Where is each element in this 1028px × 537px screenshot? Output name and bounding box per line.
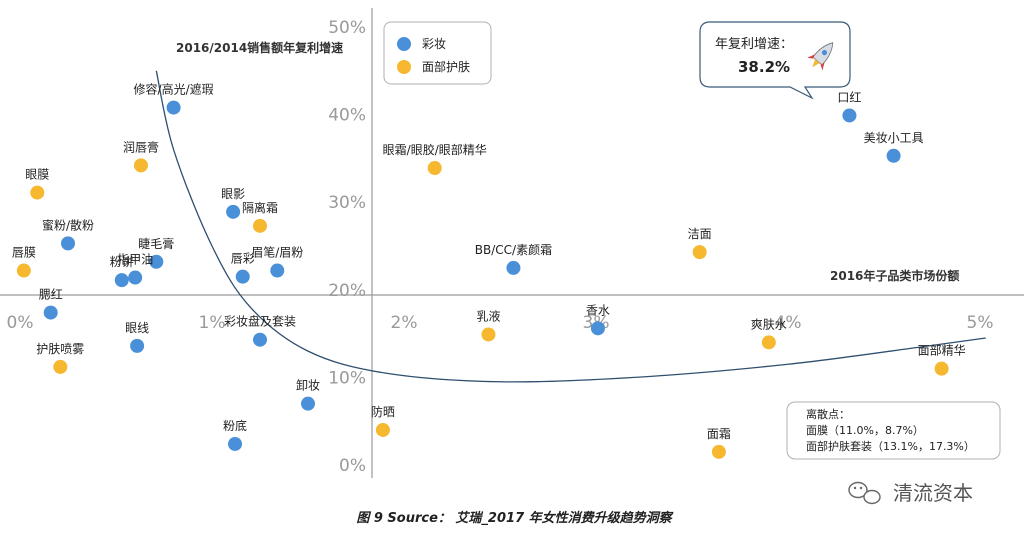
outlier-line-2: 面部护肤套装（13.1%，17.3%） [806,439,975,453]
callout-value: 38.2% [738,58,790,76]
data-point [375,422,390,437]
watermark: 清流资本 [848,481,973,505]
data-point [886,148,901,163]
data-point [130,338,145,353]
data-point [934,361,949,376]
data-label: 粉饼 [110,255,134,269]
data-point [53,359,68,374]
growth-callout: 年复利增速： 38.2% [699,21,851,100]
figure-caption: 图 9 Source： 艾瑞_2017 年女性消费升级趋势洞察 [356,510,673,526]
data-point [133,158,148,173]
data-point [30,185,45,200]
data-point [149,254,164,269]
x-tick-label: 2% [391,313,418,333]
data-point [711,444,726,459]
data-label: 睫毛膏 [138,236,174,251]
data-point [114,273,129,288]
y-tick-labels: 0% 10% 20% 30% 40% 50% [328,18,366,476]
data-point [235,269,250,284]
data-label: 隔离霜 [242,200,278,215]
data-point [166,100,181,115]
data-label: 乳液 [476,308,500,323]
legend: 彩妆 面部护肤 [383,21,492,85]
data-label: 护肤喷雾 [36,341,84,356]
x-tick-label: 1% [199,313,226,333]
y-tick-label: 30% [328,193,366,213]
y-tick-label: 20% [328,281,366,301]
data-point [481,327,496,342]
x-tick-label: 5% [967,313,994,333]
data-point [43,305,58,320]
data-label: 香水 [586,303,610,317]
data-point [228,436,243,451]
y-tick-label: 40% [328,106,366,126]
legend-marker-skincare [397,60,411,74]
x-tick-label: 4% [775,313,802,333]
rocket-icon [807,42,834,71]
data-label: 防晒 [371,404,395,419]
data-label: 面霜 [707,427,731,441]
data-point [301,396,315,411]
data-label: 彩妆盘及套装 [224,314,296,329]
legend-marker-makeup [397,37,411,51]
watermark-text: 清流资本 [893,481,973,505]
data-point [270,263,285,278]
data-label: 指甲油 [117,252,153,267]
data-point [761,335,776,350]
data-label: 眼膜 [25,168,49,182]
callout-title: 年复利增速： [715,37,793,52]
outlier-line-1: 面膜（11.0%，8.7%） [806,424,924,437]
data-label: 卸妆 [296,378,320,393]
y-tick-label: 0% [339,456,366,476]
outlier-note: 离散点： 面膜（11.0%，8.7%） 面部护肤套装（13.1%，17.3%） [786,401,1001,460]
data-label: 蜜粉/散粉 [42,217,94,232]
x-axis-title: 2016年子品类市场份额 [830,268,959,283]
trend-curve [155,70,986,383]
data-point [692,245,707,260]
legend-label-skincare: 面部护肤 [422,59,470,74]
data-label: 唇膜 [12,246,36,260]
legend-label-makeup: 彩妆 [422,37,446,51]
data-point [16,263,31,278]
data-label: BB/CC/素颜霜 [475,242,552,257]
data-label: 眼线 [125,321,149,335]
wechat-icon [848,481,881,505]
data-label: 腮红 [39,287,63,302]
data-point [842,108,857,123]
data-label: 面部精华 [918,343,966,358]
y-tick-label: 50% [328,18,366,38]
data-point [253,218,267,233]
data-label: 唇彩 [231,252,255,266]
data-label: 洁面 [688,227,712,241]
data-label: 口红 [837,89,861,104]
data-point [590,321,605,336]
outlier-title: 离散点： [806,407,850,421]
data-label: 美妆小工具 [864,131,924,145]
data-label: 修容/高光/遮瑕 [134,82,214,97]
y-axis-title: 2016/2014销售额年复利增速 [176,40,343,55]
data-label: 粉底 [223,418,247,433]
data-point [253,332,267,347]
data-point [128,270,143,285]
data-label: 眼霜/眼胶/眼部精华 [383,142,487,157]
data-point [427,161,442,176]
data-label: 眼影 [221,187,245,201]
data-point [61,236,75,251]
data-point [226,204,241,219]
data-point [506,260,521,275]
data-label: 润唇膏 [123,139,159,154]
data-label: 爽肤水 [751,316,787,331]
data-label: 眉笔/眉粉 [251,245,303,260]
x-tick-label: 0% [7,313,34,333]
y-tick-label: 10% [328,368,366,388]
